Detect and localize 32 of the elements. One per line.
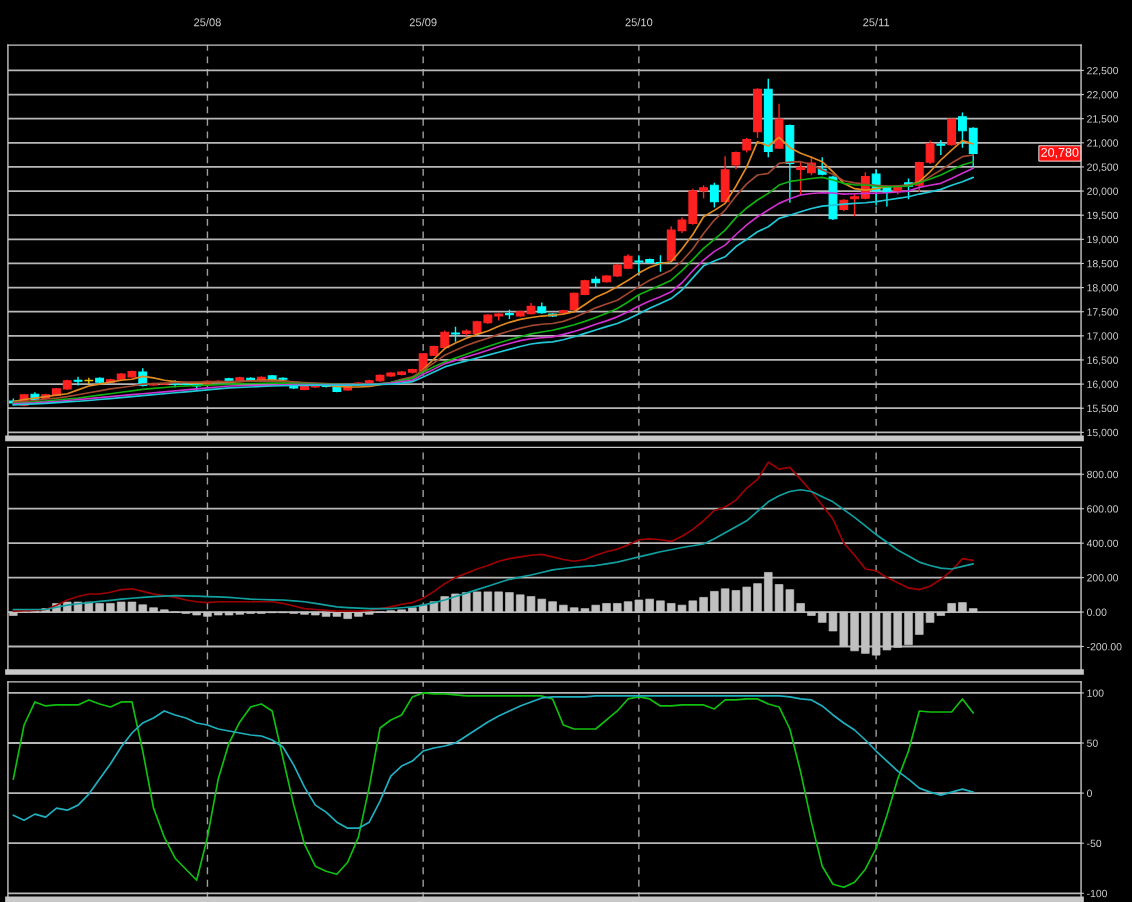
y-tick-label: -200.00	[1087, 643, 1122, 651]
y-tick-label: 400.00	[1086, 539, 1119, 548]
y-tick-label: -50	[1087, 839, 1102, 848]
y-tick-label: 18,500	[1087, 259, 1119, 269]
y-tick-label: 21,500	[1087, 115, 1119, 124]
x-tick-label: 25/10	[625, 18, 653, 27]
y-tick-label: 21,000	[1087, 139, 1119, 148]
y-tick-label: 600.00	[1087, 505, 1119, 513]
y-tick-label: 18,000	[1087, 284, 1119, 293]
x-tick-label: 25/11	[863, 18, 890, 27]
y-tick-label: 20,000	[1087, 187, 1119, 197]
y-tick-label: 20,500	[1087, 163, 1119, 173]
y-tick-label: 200.00	[1087, 574, 1119, 582]
y-tick-label: 19,500	[1087, 211, 1119, 221]
y-tick-label: 15,500	[1087, 404, 1119, 414]
y-tick-label: 22,000	[1087, 91, 1119, 100]
y-tick-label: 0.00	[1087, 608, 1107, 616]
y-tick-label: 50	[1087, 739, 1098, 747]
y-tick-label: 800.00	[1087, 470, 1119, 479]
x-tick-label: 25/09	[409, 18, 437, 27]
y-tick-label: 22,500	[1087, 66, 1119, 76]
y-tick-label: 19,000	[1087, 235, 1119, 245]
y-tick-label: 0	[1087, 789, 1092, 797]
text: 20,780	[1041, 147, 1079, 159]
y-tick-label: 17,500	[1087, 308, 1119, 317]
y-tick-label: 100	[1087, 689, 1104, 697]
y-tick-label: -100	[1087, 889, 1108, 898]
x-tick-label: 25/08	[194, 18, 221, 27]
y-tick-label: 15,000	[1087, 428, 1119, 438]
y-tick-label: 16,000	[1087, 380, 1119, 390]
y-tick-label: 16,500	[1087, 356, 1119, 366]
y-tick-label: 17,000	[1087, 332, 1119, 341]
